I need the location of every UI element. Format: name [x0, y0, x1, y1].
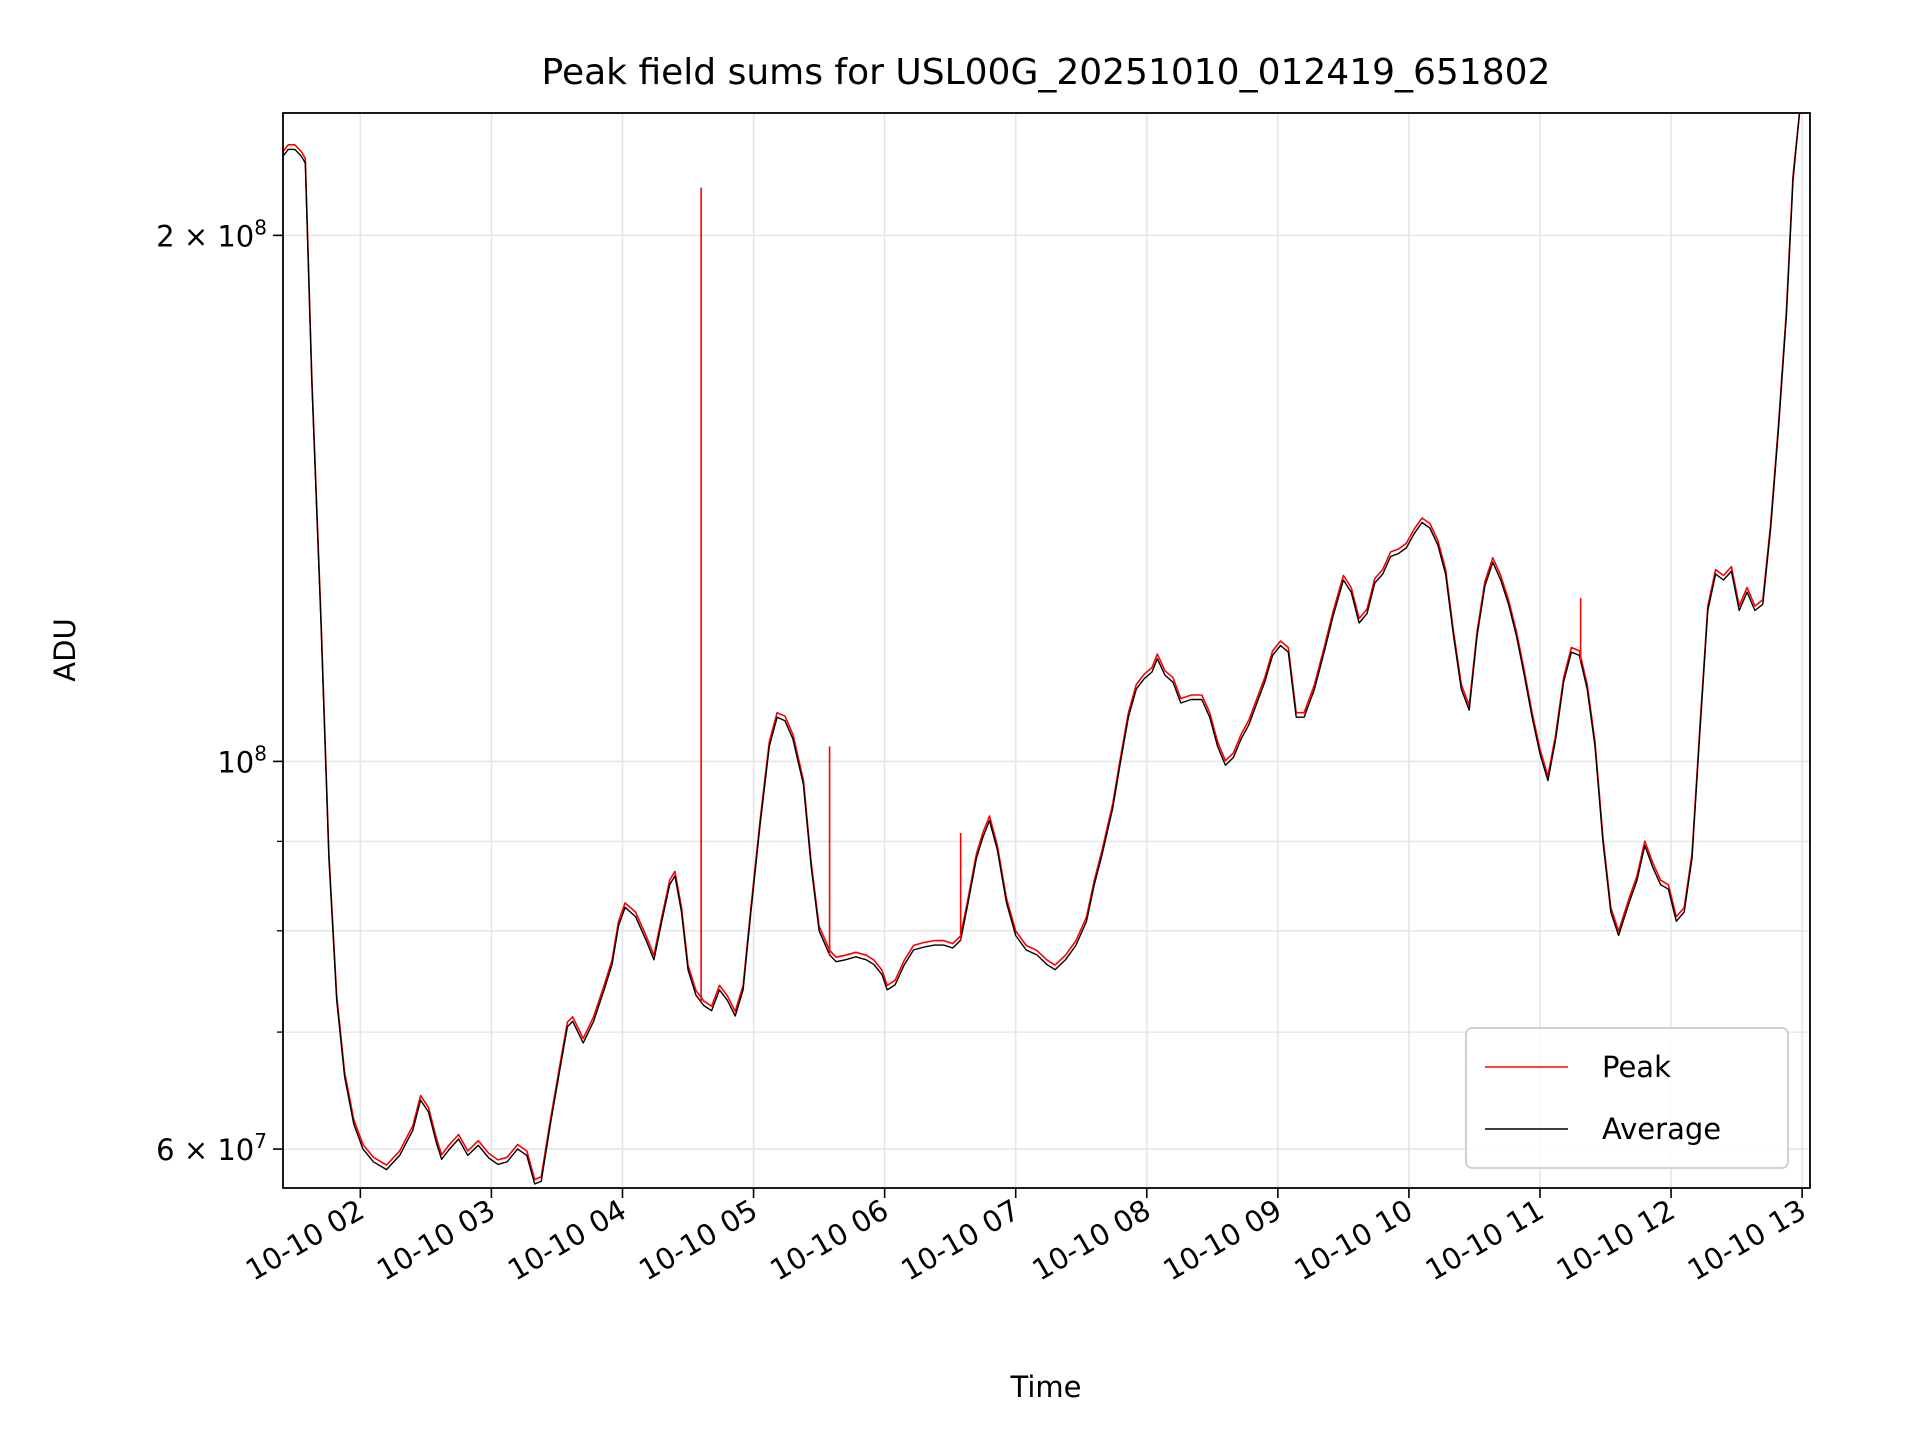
legend-box — [1465, 1027, 1789, 1169]
legend-label-average: Average — [1602, 1112, 1721, 1146]
legend-label-peak: Peak — [1602, 1050, 1671, 1084]
chart-title: Peak field sums for USL00G_20251010_0124… — [542, 52, 1551, 93]
legend: Peak Average — [1465, 1027, 1789, 1169]
y-tick-label: 108 — [217, 741, 267, 779]
y-tick-label: 6 × 107 — [156, 1129, 267, 1167]
plot-frame — [282, 112, 1811, 1189]
series-line-average — [282, 112, 1801, 1185]
plot-background — [283, 113, 1810, 1188]
y-tick-label: 2 × 108 — [156, 215, 267, 253]
x-axis-label: Time — [1010, 1370, 1082, 1404]
y-axis-label: ADU — [48, 618, 82, 681]
series-layer — [282, 112, 1801, 1185]
